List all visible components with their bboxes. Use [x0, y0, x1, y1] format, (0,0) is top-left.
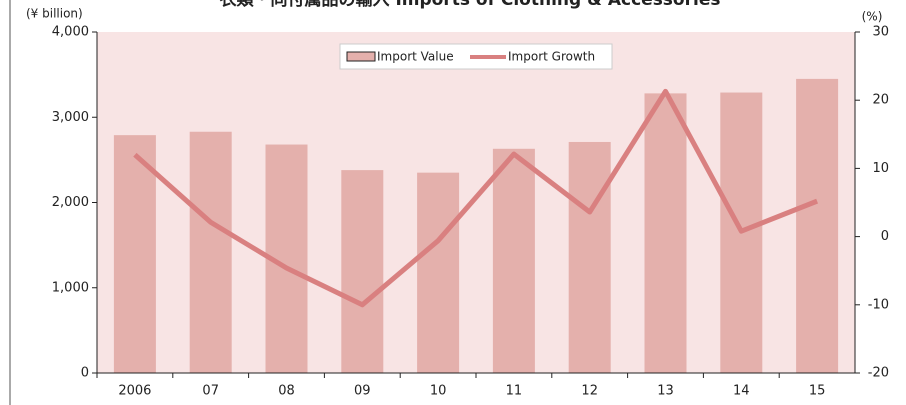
y-tick-label: 0	[81, 366, 89, 381]
x-tick-label: 08	[278, 384, 295, 399]
chart-title: 衣類・同付属品の輸入 Imports of Clothing & Accesso…	[220, 0, 721, 10]
y-axis-label: (¥ billion)	[26, 7, 83, 21]
x-tick-label: 13	[657, 384, 674, 399]
y-tick-label: 2,000	[52, 195, 89, 210]
x-tick-label: 11	[506, 384, 523, 399]
y2-tick-label: 30	[872, 25, 889, 40]
bar	[644, 93, 687, 373]
y2-tick-label: 0	[881, 229, 889, 244]
bar	[189, 131, 232, 373]
y-tick-label: 4,000	[52, 25, 89, 40]
bar	[796, 78, 839, 373]
y2-tick-label: 20	[872, 93, 889, 108]
y2-tick-label: 10	[872, 161, 889, 176]
x-tick-label: 12	[581, 384, 598, 399]
legend-label: Import Growth	[508, 50, 595, 64]
y2-axis-label: (%)	[862, 10, 883, 24]
x-tick-label: 10	[430, 384, 447, 399]
x-tick-label: 07	[202, 384, 219, 399]
y2-tick-label: -20	[868, 366, 889, 381]
y2-tick-label: -10	[868, 297, 889, 312]
bar	[341, 170, 384, 373]
x-tick-label: 2006	[118, 384, 151, 399]
growth-line	[133, 88, 819, 308]
bar	[113, 135, 156, 373]
bar	[568, 141, 611, 373]
bar	[417, 172, 460, 373]
x-tick-label: 09	[354, 384, 371, 399]
y-tick-label: 3,000	[52, 110, 89, 125]
x-tick-label: 14	[733, 384, 750, 399]
legend-swatch	[346, 51, 376, 62]
y-tick-label: 1,000	[52, 280, 89, 295]
bar	[492, 148, 535, 373]
legend-label: Import Value	[377, 50, 454, 64]
x-tick-label: 15	[809, 384, 826, 399]
